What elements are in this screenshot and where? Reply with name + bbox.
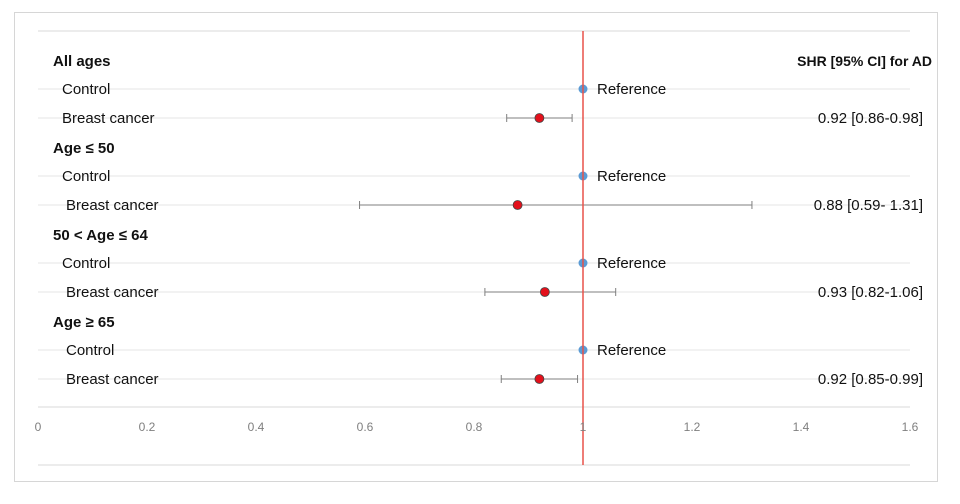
estimate-point	[539, 287, 550, 297]
x-tick-label: 0.4	[248, 420, 265, 434]
x-tick-label: 0.2	[139, 420, 156, 434]
x-tick-label: 1.2	[684, 420, 701, 434]
x-tick-label: 1.6	[902, 420, 919, 434]
x-tick-label: 1.4	[793, 420, 810, 434]
group-label: Age ≥ 65	[53, 314, 115, 331]
estimate-point	[512, 200, 523, 210]
forest-plot-frame: All ages Control Reference Breast cancer 0.9…	[14, 12, 938, 482]
x-tick-label: 1	[580, 420, 587, 434]
row-label: Control	[66, 342, 114, 359]
forest-plot: All ages Control Reference Breast cancer 0.9…	[35, 30, 932, 466]
ci-value-label: 0.93 [0.82-1.06]	[818, 284, 923, 301]
row-label: Breast cancer	[62, 110, 155, 127]
row-label: Control	[62, 255, 110, 272]
row-label: Control	[62, 81, 110, 98]
ci-value-label: 0.92 [0.85-0.99]	[818, 371, 923, 388]
row-label: Breast cancer	[66, 284, 159, 301]
group-label: 50 < Age ≤ 64	[53, 227, 148, 244]
reference-label: Reference	[597, 342, 666, 359]
x-axis-ticks: 0 0.2 0.4 0.6 0.8 1 1.2 1.4 1.6	[35, 420, 919, 434]
plot-axes	[38, 30, 910, 466]
group-label: All ages	[53, 53, 111, 70]
column-header: SHR [95% CI] for AD	[797, 53, 932, 69]
group-label: Age ≤ 50	[53, 140, 115, 157]
row-label: Control	[62, 168, 110, 185]
ci-value-label: 0.92 [0.86-0.98]	[818, 110, 923, 127]
estimate-point	[534, 113, 545, 123]
reference-label: Reference	[597, 255, 666, 272]
x-tick-label: 0.8	[466, 420, 483, 434]
x-tick-label: 0	[35, 420, 42, 434]
x-tick-label: 0.6	[357, 420, 374, 434]
plot-rows: All ages Control Reference Breast cancer 0.9…	[38, 31, 923, 465]
reference-label: Reference	[597, 81, 666, 98]
ci-value-label: 0.88 [0.59- 1.31]	[814, 197, 923, 214]
row-label: Breast cancer	[66, 197, 159, 214]
row-label: Breast cancer	[66, 371, 159, 388]
estimate-point	[534, 374, 545, 384]
reference-label: Reference	[597, 168, 666, 185]
